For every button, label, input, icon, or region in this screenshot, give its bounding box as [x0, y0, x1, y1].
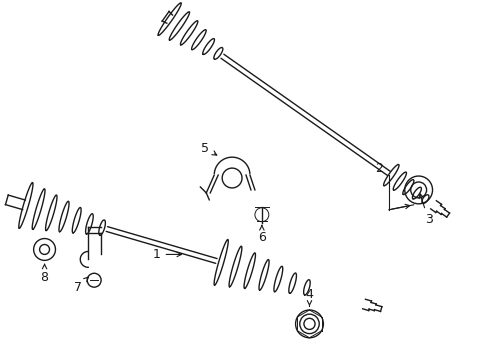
Text: 5: 5: [201, 142, 216, 155]
Text: 2: 2: [374, 162, 382, 175]
Text: 6: 6: [257, 225, 265, 244]
Text: 3: 3: [418, 194, 431, 226]
Text: 1: 1: [152, 248, 181, 261]
Text: 4: 4: [305, 288, 313, 306]
Text: 8: 8: [41, 264, 48, 284]
Text: 7: 7: [74, 277, 88, 294]
